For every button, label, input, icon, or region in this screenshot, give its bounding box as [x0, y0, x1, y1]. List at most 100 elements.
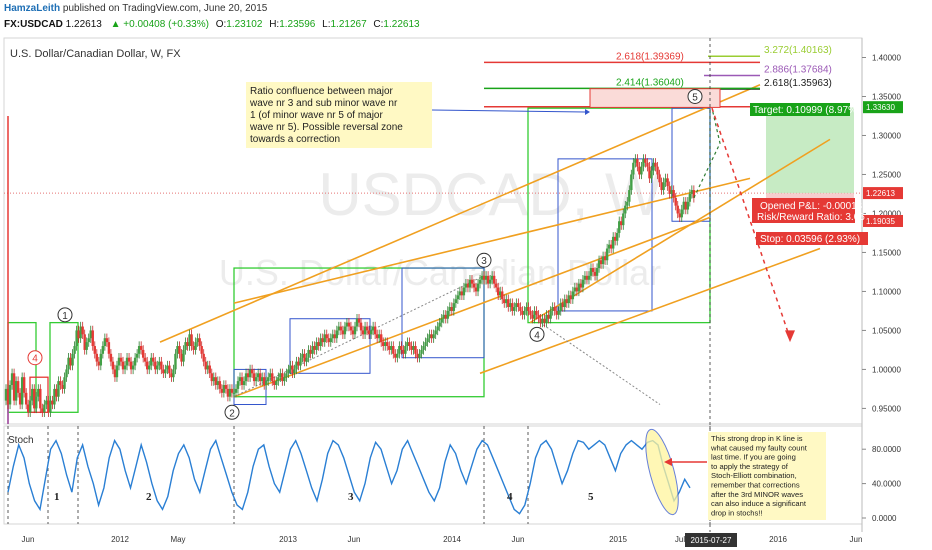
- price-tick-label: 0.95000: [872, 404, 901, 413]
- candle-body: [452, 303, 456, 311]
- candle-body: [212, 377, 215, 382]
- candle-body: [355, 318, 359, 327]
- candle-body: [131, 365, 135, 370]
- candle-body: [234, 388, 238, 393]
- candle-body: [31, 388, 34, 401]
- stoch-note-arrowhead: [664, 458, 672, 466]
- candle-body: [464, 283, 468, 288]
- candle-body: [57, 381, 60, 397]
- candle-body: [652, 162, 655, 171]
- candle-body: [434, 330, 437, 335]
- candle-body: [567, 295, 570, 304]
- pl-badge: [752, 198, 855, 223]
- candle-body: [531, 314, 534, 319]
- candle-body: [551, 307, 554, 311]
- candle-body: [424, 342, 427, 347]
- author-link[interactable]: HamzaLeith: [4, 3, 61, 14]
- candle-body: [688, 193, 692, 202]
- candle-body: [83, 334, 86, 350]
- candle-body: [668, 186, 671, 194]
- stop-badge: [756, 232, 868, 245]
- candle-body: [22, 377, 26, 393]
- wave-box-red: [29, 376, 49, 413]
- candle-body: [357, 318, 361, 323]
- candle-body: [127, 357, 131, 362]
- stop-label: Stop: 0.03596 (2.93%): [760, 234, 860, 245]
- candle-body: [154, 361, 157, 370]
- candle-body: [158, 361, 161, 366]
- candle-body: [172, 369, 175, 378]
- candle-body: [327, 338, 330, 343]
- wave-label-circle: [224, 404, 240, 420]
- candle-body: [380, 334, 383, 343]
- candle-body: [277, 377, 280, 382]
- candle-body: [660, 182, 663, 191]
- candle-body: [285, 373, 288, 378]
- candle-body: [648, 166, 651, 179]
- candle-body: [624, 205, 627, 214]
- candle-body: [537, 314, 540, 319]
- time-tick-label: Jun: [512, 535, 525, 544]
- candle-body: [267, 377, 270, 382]
- candle-body: [73, 346, 76, 354]
- candle-body: [71, 353, 74, 366]
- up-arrow-icon: ▲: [110, 19, 121, 30]
- fib-label: 2.886(1.37684): [764, 65, 832, 76]
- price-marker-box: [863, 187, 903, 200]
- target-badge: [750, 103, 850, 116]
- candle-body: [254, 377, 258, 382]
- candle-body: [162, 369, 165, 374]
- candle-body: [160, 361, 163, 370]
- candle-body: [75, 330, 78, 347]
- candle-body: [404, 346, 407, 354]
- candle-body: [549, 310, 552, 319]
- candle-body: [539, 318, 542, 323]
- time-tick-label: 2016: [769, 535, 787, 544]
- candle-body: [456, 295, 460, 300]
- candle-body: [228, 388, 232, 397]
- candle-body: [117, 357, 121, 366]
- candle-body: [196, 338, 199, 343]
- candle-body: [527, 307, 530, 311]
- candle-body: [589, 268, 593, 276]
- candle-body: [329, 338, 332, 343]
- open-value: 1.23102: [226, 19, 263, 30]
- wave-label-red: 4: [32, 354, 38, 365]
- candle-body: [690, 190, 694, 194]
- candle-body: [460, 291, 464, 296]
- candle-body: [230, 388, 234, 393]
- chart-title: U.S. Dollar/Canadian Dollar, W, FX: [10, 48, 181, 60]
- candle-body: [339, 326, 343, 331]
- candle-body: [347, 322, 351, 327]
- price-tick-label: 1.05000: [872, 326, 901, 335]
- publish-header: HamzaLeith published on TradingView.com,…: [4, 3, 267, 14]
- symbol-label[interactable]: FX:USDCAD: [4, 19, 63, 30]
- candle-body: [27, 404, 30, 413]
- low-value: 1.21267: [330, 19, 367, 30]
- candle-body: [49, 400, 52, 413]
- time-tick-label: Jul: [675, 535, 685, 544]
- candle-body: [686, 201, 690, 210]
- candle-body: [283, 377, 286, 382]
- candle-body: [182, 349, 185, 362]
- candle-body: [650, 170, 653, 179]
- channel-line: [233, 177, 751, 304]
- candle-body: [581, 279, 585, 288]
- candle-body: [470, 279, 474, 284]
- stoch-note-text: last time. If you are going: [711, 453, 796, 462]
- fib-zone-box: [589, 88, 721, 108]
- candle-body: [121, 361, 125, 370]
- candle-body: [125, 357, 129, 366]
- candle-body: [295, 361, 298, 370]
- price-marker-label: 1.19035: [866, 217, 895, 226]
- candle-body: [35, 396, 38, 409]
- candle-body: [444, 314, 447, 319]
- candle-body: [150, 357, 153, 366]
- candle-body: [678, 213, 681, 218]
- candle-body: [519, 307, 522, 311]
- candle-body: [69, 357, 72, 366]
- candle-body: [492, 275, 496, 284]
- candle-body: [115, 365, 119, 378]
- candle-body: [438, 322, 441, 327]
